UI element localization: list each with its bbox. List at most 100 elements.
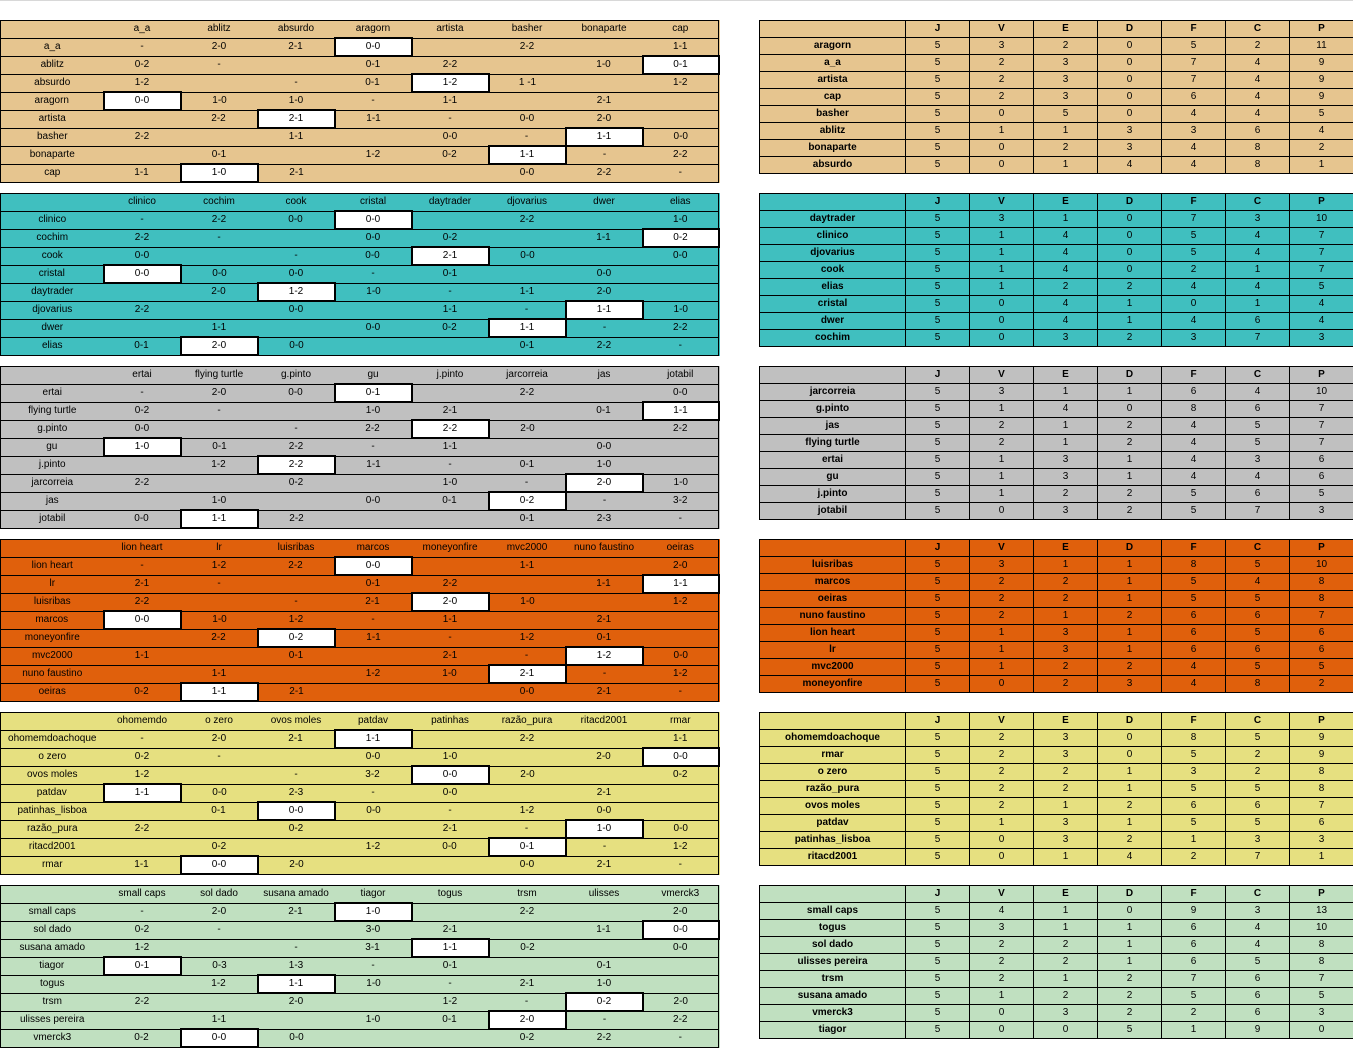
- score-cell[interactable]: 0-0: [258, 265, 335, 283]
- score-cell[interactable]: 2-2: [489, 38, 566, 56]
- score-cell[interactable]: 0-0: [258, 337, 335, 355]
- score-cell[interactable]: 1-0: [335, 283, 412, 301]
- score-cell[interactable]: 0-0: [104, 420, 181, 438]
- score-cell[interactable]: -: [566, 492, 643, 510]
- score-cell[interactable]: 0-0: [335, 748, 412, 766]
- score-cell[interactable]: -: [181, 748, 258, 766]
- score-cell[interactable]: [412, 337, 489, 355]
- score-cell[interactable]: [489, 575, 566, 593]
- score-cell[interactable]: [181, 766, 258, 784]
- score-cell[interactable]: [104, 110, 181, 128]
- score-cell[interactable]: 1-1: [104, 856, 181, 874]
- score-cell[interactable]: 0-2: [104, 683, 181, 701]
- score-cell[interactable]: -: [258, 593, 335, 611]
- score-cell[interactable]: 2-0: [489, 420, 566, 438]
- score-cell[interactable]: 0-0: [489, 856, 566, 874]
- score-cell[interactable]: 2-2: [643, 1011, 719, 1029]
- score-cell[interactable]: 2-0: [258, 856, 335, 874]
- score-cell[interactable]: 2-2: [335, 420, 412, 438]
- score-cell[interactable]: [566, 557, 643, 575]
- score-cell[interactable]: 0-0: [335, 492, 412, 510]
- score-cell[interactable]: -: [643, 856, 719, 874]
- score-cell[interactable]: [412, 164, 489, 182]
- score-cell[interactable]: 0-0: [335, 38, 412, 56]
- score-cell[interactable]: -: [412, 456, 489, 474]
- score-cell[interactable]: -: [104, 730, 181, 748]
- score-cell[interactable]: [104, 629, 181, 647]
- score-cell[interactable]: 1-2: [335, 838, 412, 856]
- score-cell[interactable]: [566, 74, 643, 92]
- score-cell[interactable]: -: [104, 903, 181, 921]
- score-cell[interactable]: 1-0: [412, 748, 489, 766]
- score-cell[interactable]: [181, 128, 258, 146]
- score-cell[interactable]: [335, 510, 412, 528]
- score-cell[interactable]: [258, 665, 335, 683]
- score-cell[interactable]: 1-1: [489, 557, 566, 575]
- score-cell[interactable]: [412, 1029, 489, 1047]
- score-cell[interactable]: 1-0: [566, 820, 643, 838]
- score-cell[interactable]: [643, 975, 719, 993]
- score-cell[interactable]: 0-0: [643, 647, 719, 665]
- score-cell[interactable]: 0-0: [643, 748, 719, 766]
- score-cell[interactable]: 2-2: [566, 1029, 643, 1047]
- score-cell[interactable]: -: [412, 629, 489, 647]
- score-cell[interactable]: [489, 784, 566, 802]
- score-cell[interactable]: 2-1: [412, 247, 489, 265]
- score-cell[interactable]: [643, 92, 719, 110]
- score-cell[interactable]: 1-2: [181, 557, 258, 575]
- score-cell[interactable]: 2-2: [566, 337, 643, 355]
- score-cell[interactable]: [335, 647, 412, 665]
- score-cell[interactable]: 2-2: [412, 575, 489, 593]
- score-cell[interactable]: 0-1: [489, 510, 566, 528]
- score-cell[interactable]: [566, 593, 643, 611]
- score-cell[interactable]: 2-0: [181, 730, 258, 748]
- score-cell[interactable]: [335, 856, 412, 874]
- score-cell[interactable]: -: [104, 211, 181, 229]
- score-cell[interactable]: [489, 957, 566, 975]
- score-cell[interactable]: 1-1: [181, 683, 258, 701]
- score-cell[interactable]: 2-2: [643, 146, 719, 164]
- score-cell[interactable]: [104, 838, 181, 856]
- score-cell[interactable]: [335, 301, 412, 319]
- score-cell[interactable]: [335, 474, 412, 492]
- score-cell[interactable]: [643, 802, 719, 820]
- score-cell[interactable]: [566, 903, 643, 921]
- score-cell[interactable]: 2-2: [104, 229, 181, 247]
- score-cell[interactable]: 0-0: [566, 438, 643, 456]
- score-cell[interactable]: -: [181, 575, 258, 593]
- score-cell[interactable]: -: [258, 420, 335, 438]
- score-cell[interactable]: 1-2: [258, 611, 335, 629]
- score-cell[interactable]: 1-1: [104, 164, 181, 182]
- score-cell[interactable]: -: [489, 820, 566, 838]
- score-cell[interactable]: [104, 665, 181, 683]
- score-cell[interactable]: 1-0: [566, 56, 643, 74]
- score-cell[interactable]: 1-2: [643, 838, 719, 856]
- score-cell[interactable]: [643, 265, 719, 283]
- score-cell[interactable]: [489, 229, 566, 247]
- score-cell[interactable]: [412, 211, 489, 229]
- score-cell[interactable]: -: [181, 229, 258, 247]
- score-cell[interactable]: [643, 957, 719, 975]
- score-cell[interactable]: 1-1: [566, 921, 643, 939]
- score-cell[interactable]: 1-2: [181, 456, 258, 474]
- score-cell[interactable]: 2-2: [258, 438, 335, 456]
- score-cell[interactable]: -: [412, 975, 489, 993]
- score-cell[interactable]: 2-1: [104, 575, 181, 593]
- score-cell[interactable]: 1-2: [335, 146, 412, 164]
- score-cell[interactable]: 0-0: [181, 265, 258, 283]
- score-cell[interactable]: [258, 575, 335, 593]
- score-cell[interactable]: -: [643, 337, 719, 355]
- score-cell[interactable]: 2-1: [489, 665, 566, 683]
- score-cell[interactable]: -: [335, 784, 412, 802]
- score-cell[interactable]: 0-2: [258, 820, 335, 838]
- score-cell[interactable]: [643, 283, 719, 301]
- score-cell[interactable]: 2-2: [104, 474, 181, 492]
- score-cell[interactable]: 3-2: [335, 766, 412, 784]
- score-cell[interactable]: 0-1: [181, 438, 258, 456]
- score-cell[interactable]: [489, 265, 566, 283]
- score-cell[interactable]: 2-0: [643, 557, 719, 575]
- score-cell[interactable]: [643, 456, 719, 474]
- score-cell[interactable]: 0-2: [412, 229, 489, 247]
- score-cell[interactable]: 3-2: [643, 492, 719, 510]
- score-cell[interactable]: 2-1: [412, 402, 489, 420]
